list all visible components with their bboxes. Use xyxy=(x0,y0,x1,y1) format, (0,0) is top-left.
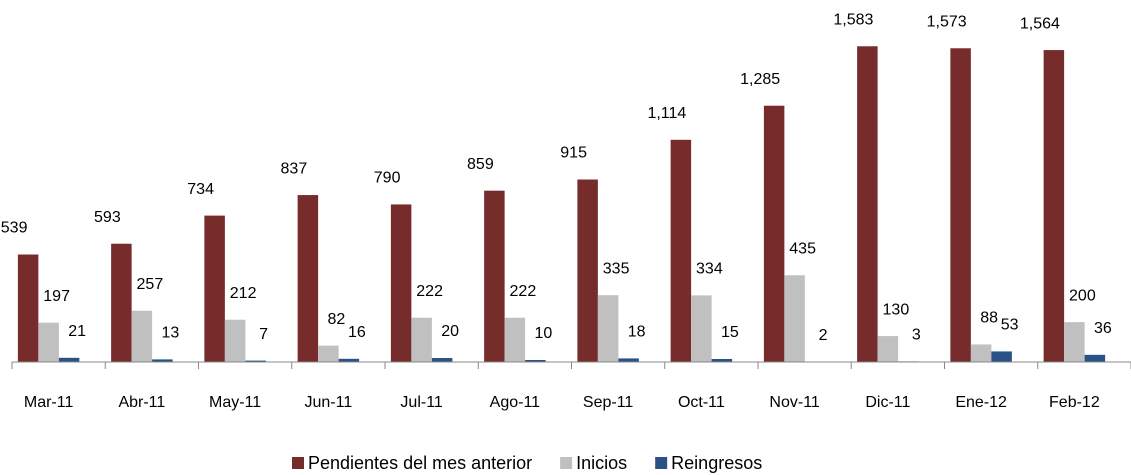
legend-swatch xyxy=(560,457,573,469)
data-label: 859 xyxy=(467,156,494,173)
data-label: 257 xyxy=(137,276,164,293)
data-label: 36 xyxy=(1094,320,1112,337)
data-label: 82 xyxy=(327,311,345,328)
bar xyxy=(763,105,785,362)
bar xyxy=(670,139,692,362)
data-label: 10 xyxy=(534,325,552,342)
data-label: 3 xyxy=(912,327,921,344)
data-label: 53 xyxy=(1001,317,1019,334)
data-label: 1,285 xyxy=(740,71,780,88)
data-label: 18 xyxy=(628,324,646,341)
bar xyxy=(390,204,412,362)
bar xyxy=(484,190,505,362)
bar xyxy=(224,319,246,362)
bar xyxy=(38,322,59,362)
bar xyxy=(950,48,971,362)
data-label: 16 xyxy=(348,324,366,341)
bar xyxy=(597,295,619,362)
bar xyxy=(504,317,526,362)
data-label: 222 xyxy=(416,283,443,300)
bar xyxy=(204,215,225,362)
bar xyxy=(991,351,1012,362)
data-label: 7 xyxy=(259,326,268,343)
x-tick-label: Dic-11 xyxy=(865,394,910,411)
bar xyxy=(784,275,805,362)
data-label: 20 xyxy=(441,323,459,340)
data-label: 539 xyxy=(1,220,28,237)
data-label: 13 xyxy=(161,325,179,342)
data-label: 130 xyxy=(883,301,910,318)
x-tick-label: Oct-11 xyxy=(678,394,725,411)
bar xyxy=(152,359,173,362)
bar xyxy=(411,317,432,362)
data-label: 197 xyxy=(43,288,70,305)
data-label: 200 xyxy=(1069,287,1096,304)
x-tick-label: May-11 xyxy=(209,394,261,411)
bar xyxy=(431,358,453,362)
bar xyxy=(297,195,319,362)
data-label: 837 xyxy=(281,160,308,177)
bar xyxy=(618,358,639,362)
bar xyxy=(58,357,80,362)
bar xyxy=(1064,322,1085,362)
data-label: 435 xyxy=(789,240,816,257)
bar xyxy=(577,179,598,362)
x-tick-label: Ago-11 xyxy=(490,394,541,411)
data-label: 1,114 xyxy=(647,105,686,122)
x-tick-label: Ene-12 xyxy=(955,394,1007,411)
data-label: 593 xyxy=(94,209,121,226)
data-label: 334 xyxy=(696,261,723,278)
bar xyxy=(17,254,39,362)
data-label: 88 xyxy=(980,310,998,327)
data-label: 1,583 xyxy=(833,11,873,28)
bar xyxy=(111,243,132,362)
bar xyxy=(525,360,546,362)
legend-swatch xyxy=(292,457,304,469)
legend-label: Pendientes del mes anterior xyxy=(308,453,532,473)
data-label: 15 xyxy=(721,324,739,341)
bar xyxy=(1084,354,1106,362)
bar xyxy=(857,46,878,362)
data-label: 790 xyxy=(374,170,401,187)
bar xyxy=(691,295,712,362)
bar xyxy=(970,344,992,362)
bar xyxy=(318,345,339,362)
x-tick-label: Sep-11 xyxy=(583,394,634,411)
x-tick-label: Feb-12 xyxy=(1049,394,1100,411)
data-label: 212 xyxy=(230,285,257,302)
x-tick-label: Mar-11 xyxy=(24,394,74,411)
data-label: 915 xyxy=(560,145,587,162)
bar xyxy=(1043,50,1065,363)
x-tick-label: Jul-11 xyxy=(400,394,442,411)
legend-label: Reingresos xyxy=(671,453,762,473)
bar xyxy=(245,360,266,362)
data-label: 2 xyxy=(819,327,828,344)
x-tick-label: Abr-11 xyxy=(118,394,165,411)
bar xyxy=(877,336,899,362)
bar xyxy=(131,310,153,362)
data-label: 1,573 xyxy=(927,13,967,30)
data-label: 734 xyxy=(187,181,214,198)
x-tick-label: Jun-11 xyxy=(305,394,353,411)
data-label: 335 xyxy=(603,260,630,277)
bar xyxy=(338,358,360,362)
legend-label: Inicios xyxy=(576,453,627,473)
legend-swatch xyxy=(655,457,668,469)
data-label: 1,564 xyxy=(1020,15,1060,32)
x-tick-label: Nov-11 xyxy=(769,394,819,411)
data-label: 222 xyxy=(510,283,537,300)
bar xyxy=(711,359,733,362)
data-label: 21 xyxy=(68,323,86,340)
